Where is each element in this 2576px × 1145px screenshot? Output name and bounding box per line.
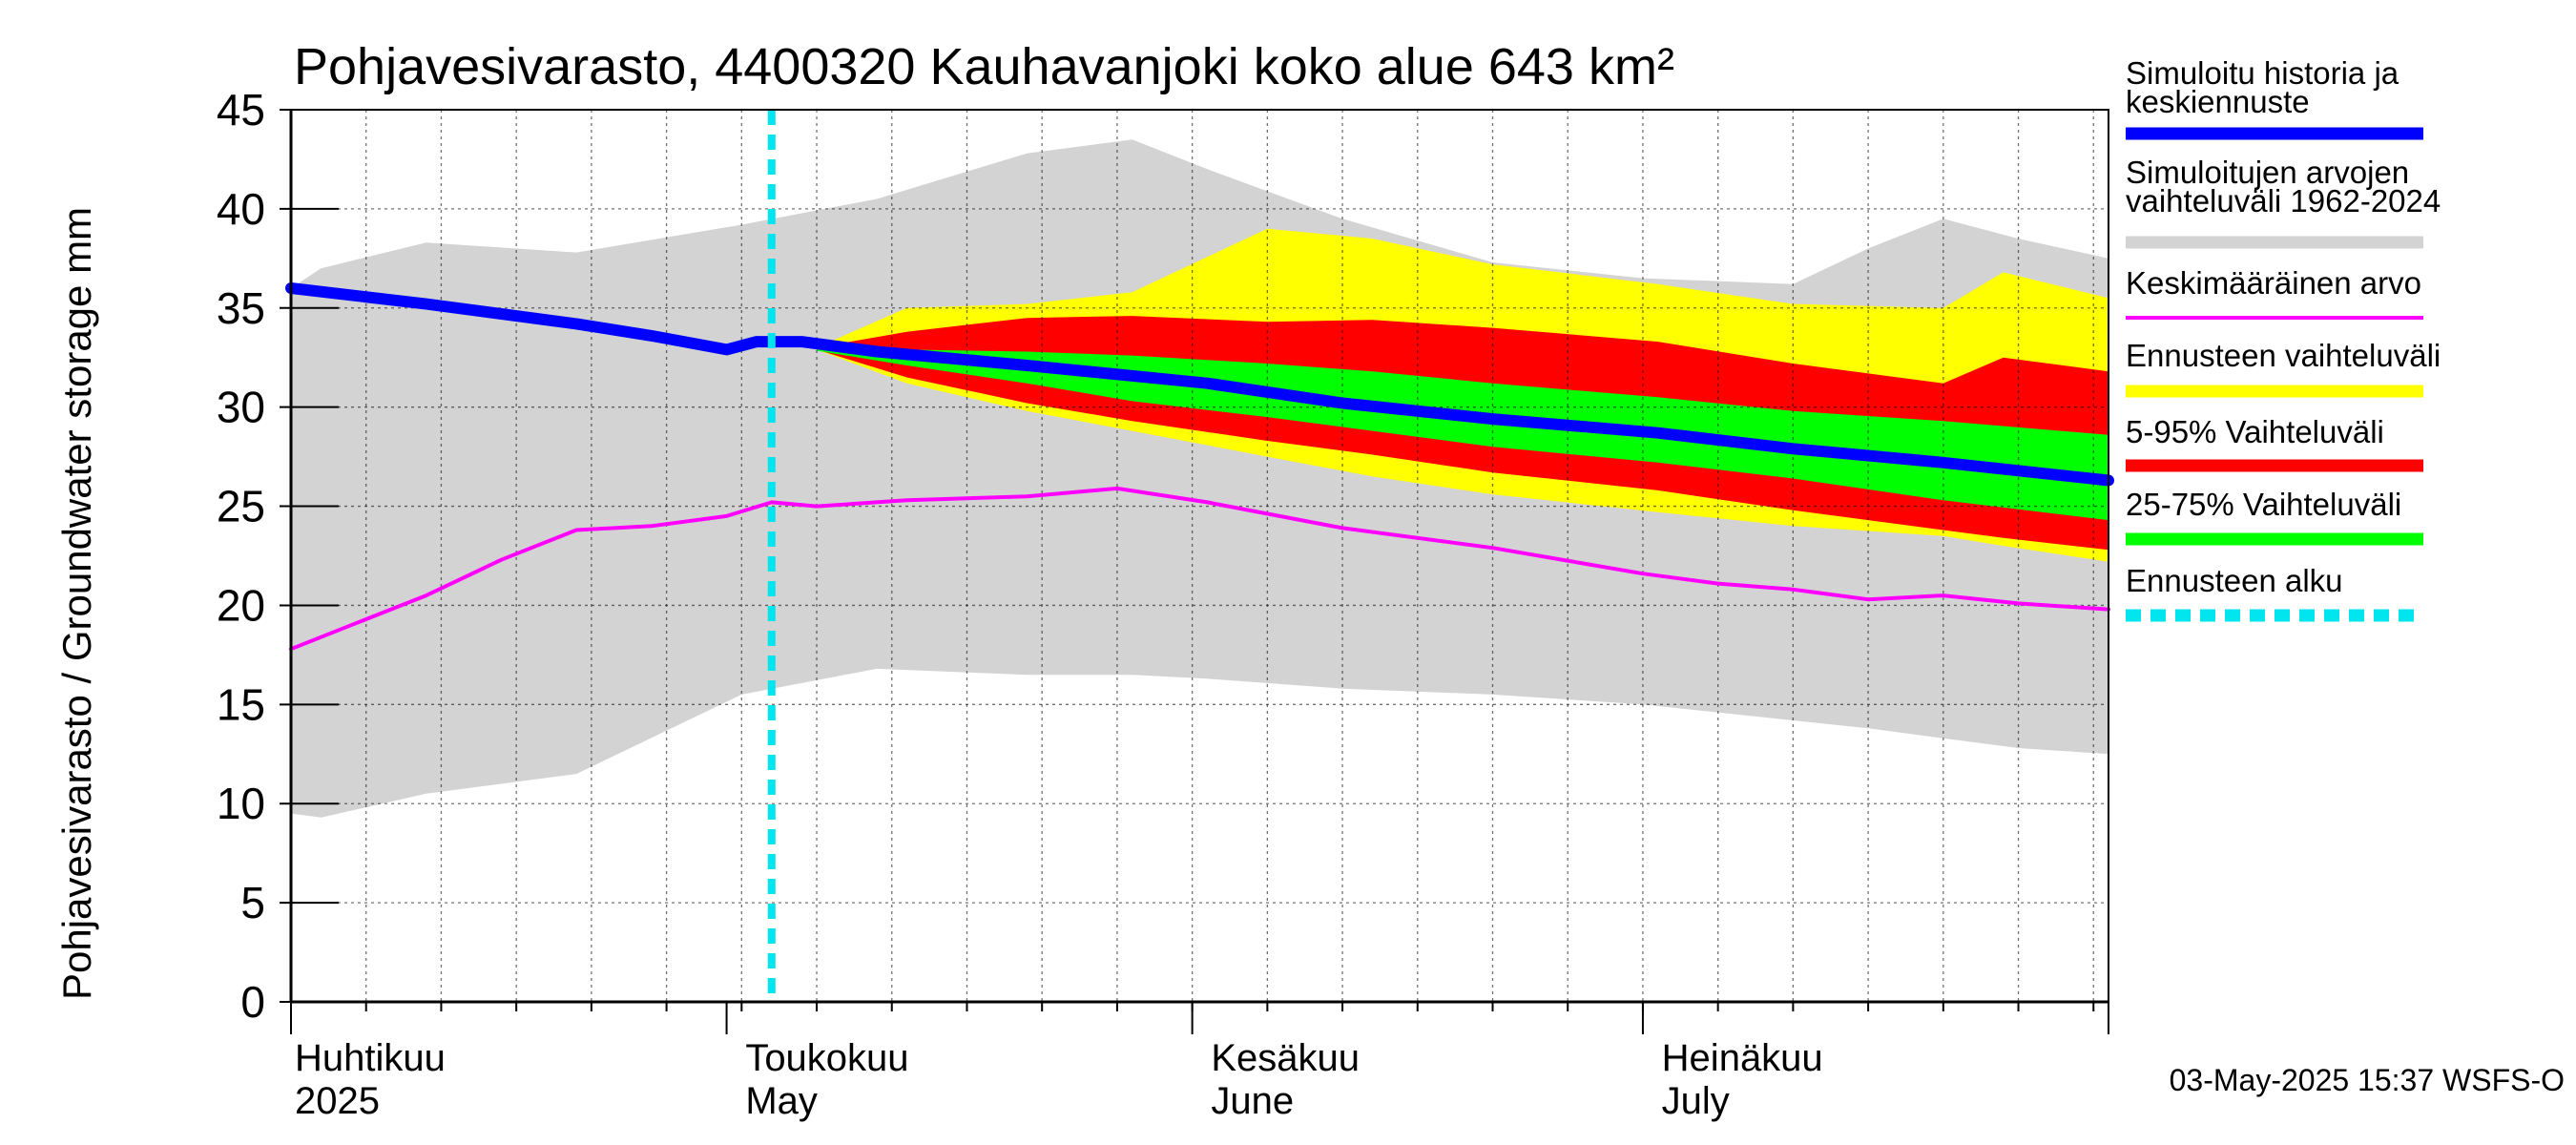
chart-title: Pohjavesivarasto, 4400320 Kauhavanjoki k… <box>294 38 1674 95</box>
y-tick-label: 25 <box>217 482 265 531</box>
y-tick-label: 10 <box>217 779 265 828</box>
timestamp-footer: 03-May-2025 15:37 WSFS-O <box>2170 1063 2565 1097</box>
y-axis-label: Pohjavesivarasto / Groundwater storage m… <box>54 207 99 1000</box>
grid-layer <box>291 110 2109 1002</box>
month-label-line2: May <box>745 1080 818 1122</box>
y-tick-label: 20 <box>217 580 265 630</box>
y-tick-label: 30 <box>217 383 265 432</box>
month-label-line1: Kesäkuu <box>1211 1037 1360 1079</box>
legend-label-6: Ennusteen alku <box>2126 563 2343 598</box>
y-tick-label: 45 <box>217 85 265 135</box>
legend-label-4: 5-95% Vaihteluväli <box>2126 414 2384 449</box>
y-tick-label: 0 <box>240 977 265 1027</box>
legend-label-5: 25-75% Vaihteluväli <box>2126 487 2401 522</box>
month-label-line1: Toukokuu <box>745 1037 908 1079</box>
series-line-1 <box>285 282 2114 487</box>
legend-label-1: Simuloitujen arvojen vaihteluväli 1962-20… <box>2126 155 2441 219</box>
month-label-line1: Heinäkuu <box>1662 1037 1823 1079</box>
axes-layer <box>280 109 2109 1034</box>
line-layer <box>285 110 2114 1002</box>
legend: Simuloitu historia ja keskiennuste Simuloi… <box>2126 55 2441 622</box>
y-tick-label: 5 <box>240 878 265 927</box>
y-tick-label: 40 <box>217 184 265 234</box>
band-3 <box>817 348 2109 521</box>
month-label-line2: July <box>1662 1080 1730 1122</box>
legend-label-3: Ennusteen vaihteluväli <box>2126 338 2441 373</box>
legend-label-2: Keskimääräinen arvo <box>2126 265 2421 301</box>
month-label-line2: June <box>1211 1080 1294 1122</box>
series-line-0 <box>289 486 2110 652</box>
y-tick-label: 35 <box>217 283 265 333</box>
y-tick-label: 15 <box>217 679 265 729</box>
month-label-line2: 2025 <box>295 1080 380 1122</box>
band-layer <box>291 139 2109 818</box>
month-label-line1: Huhtikuu <box>295 1037 446 1079</box>
y-tick-labels: 0 5 10 15 20 25 30 35 40 45 <box>217 85 265 1027</box>
legend-label-0: Simuloitu historia ja keskiennuste <box>2126 55 2399 119</box>
